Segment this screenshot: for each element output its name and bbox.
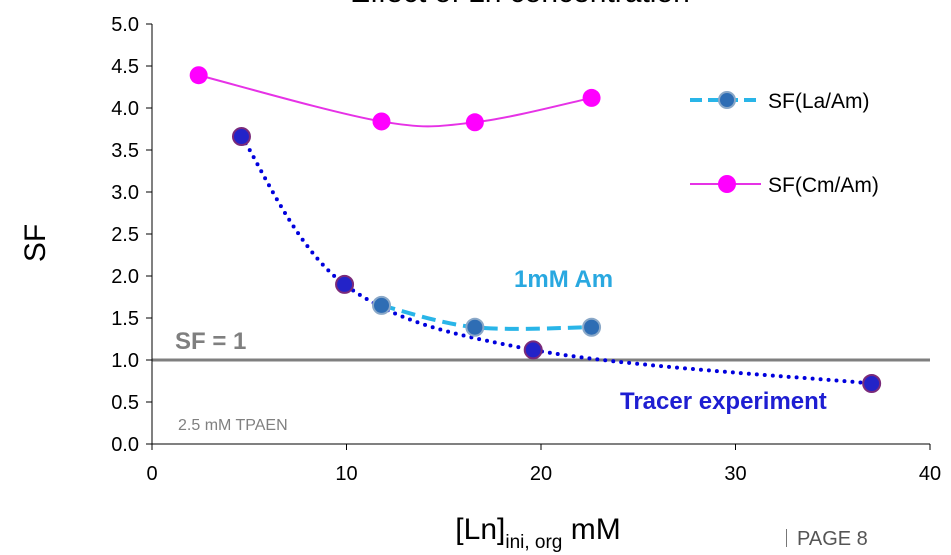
y-axis-label: SF <box>19 224 52 262</box>
y-tick-label: 0.5 <box>111 392 139 414</box>
reference-line-label: SF = 1 <box>175 328 246 355</box>
y-tick-label: 1.5 <box>111 308 139 330</box>
y-tick-label: 3.0 <box>111 182 139 204</box>
data-point <box>523 340 543 360</box>
data-point <box>189 66 208 85</box>
x-axis-label-main: [Ln] <box>455 513 505 546</box>
series-line <box>198 74 592 128</box>
data-point <box>465 317 485 337</box>
series-sf-cm-am <box>189 66 601 132</box>
legend-item-cm-am: SF(Cm/Am) <box>690 174 879 197</box>
y-tick-label: 3.5 <box>111 140 139 162</box>
x-tick-label: 0 <box>146 463 157 485</box>
annotation-tpaen: 2.5 mM TPAEN <box>178 417 288 434</box>
series-line <box>381 303 592 331</box>
x-tick-label: 30 <box>724 463 746 485</box>
legend-item-la-am: SF(La/Am) <box>690 90 870 113</box>
x-axis-label: [Ln]ini, org mM <box>455 513 620 553</box>
y-tick-label: 4.0 <box>111 98 139 120</box>
x-tick-label: 20 <box>530 463 552 485</box>
series-tracer <box>231 127 882 394</box>
legend-label-la-am: SF(La/Am) <box>768 90 870 113</box>
y-tick-label: 2.0 <box>111 266 139 288</box>
series-line <box>239 134 874 386</box>
legend-marker-la-am <box>718 91 736 109</box>
data-point <box>582 88 601 107</box>
y-tick-label: 2.5 <box>111 224 139 246</box>
data-point <box>465 113 484 132</box>
x-axis-label-sub: ini, org <box>505 532 562 553</box>
tick-labels: 0.0 0.5 1.0 1.5 2.0 2.5 3.0 3.5 4.0 4.5 5.0 0 10 20 30… <box>111 14 941 485</box>
data-point <box>335 274 355 294</box>
annotation-1mm-am: 1mM Am <box>514 266 613 293</box>
data-point <box>582 317 602 337</box>
data-point <box>372 112 391 131</box>
y-tick-label: 0.0 <box>111 434 139 456</box>
page-number-text: PAGE 8 <box>797 528 868 550</box>
legend-label-cm-am: SF(Cm/Am) <box>768 174 879 197</box>
x-axis-label-unit: mM <box>562 513 620 546</box>
series-layer <box>189 66 882 394</box>
data-point <box>862 374 882 394</box>
y-tick-label: 5.0 <box>111 14 139 36</box>
y-tick-label: 1.0 <box>111 350 139 372</box>
annotation-tracer-experiment: Tracer experiment <box>620 388 827 415</box>
y-tick-label: 4.5 <box>111 56 139 78</box>
page-separator <box>786 529 787 547</box>
x-tick-label: 40 <box>919 463 941 485</box>
page-number: PAGE 8 <box>786 528 868 551</box>
data-point <box>372 295 392 315</box>
legend-marker-cm-am <box>718 175 736 193</box>
chart-title: Effect of Ln concentration <box>350 0 690 9</box>
x-tick-label: 10 <box>335 463 357 485</box>
axes <box>146 23 931 450</box>
series-sf-la-am <box>372 295 602 337</box>
data-point <box>231 127 251 147</box>
legend: SF(La/Am) SF(Cm/Am) <box>690 90 879 197</box>
